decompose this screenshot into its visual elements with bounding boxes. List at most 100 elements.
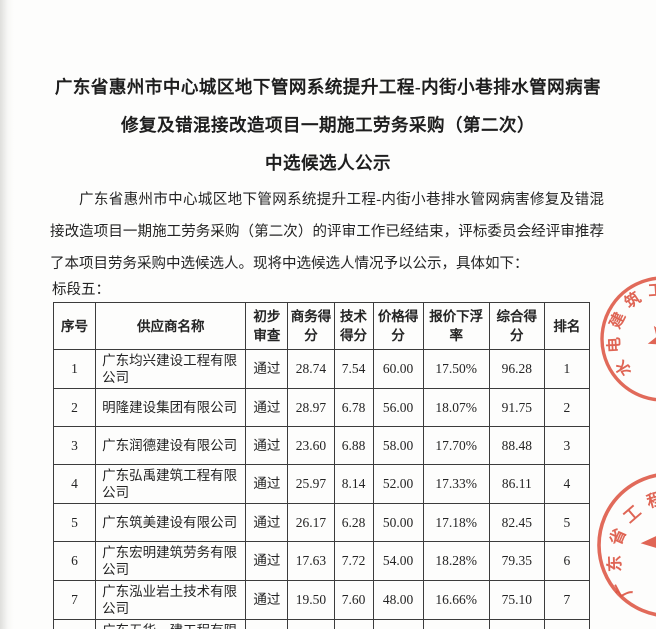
- table-row: 4 广东弘禹建筑工程有限公司 通过 25.97 8.14 52.00 17.33…: [52, 464, 591, 504]
- cell-review: 通过: [245, 426, 289, 465]
- cell-technical-score: 6.28: [333, 503, 374, 542]
- cell-rank: 4: [543, 464, 591, 504]
- cell-seq: 5: [52, 503, 97, 542]
- cell-supplier: 广东泓业岩土技术有限公司: [95, 580, 247, 620]
- cell-supplier: 明隆建设集团有限公司: [95, 388, 247, 427]
- cell-discount-rate: 17.70%: [422, 426, 490, 465]
- cell-comprehensive-score: 88.48: [488, 426, 545, 465]
- cell-review: 通过: [245, 388, 289, 427]
- cell-price-score: 60.00: [372, 349, 424, 389]
- cell-business-score: 19.50: [287, 580, 335, 620]
- cell-business-score: 25.97: [287, 464, 335, 504]
- header-technical-score: 技术得分: [333, 302, 374, 350]
- table-row: 6 广东宏明建筑劳务有限公司 通过 17.63 7.72 54.00 18.28…: [52, 541, 591, 581]
- cell-review: 通过: [245, 464, 289, 504]
- document-title: 广东省惠州市中心城区地下管网系统提升工程-内街小巷排水管网病害 修复及错混接改造…: [0, 0, 656, 182]
- header-comprehensive-score: 综合得分: [488, 302, 545, 350]
- table-row: 7 广东泓业岩土技术有限公司 通过 19.50 7.60 48.00 16.66…: [52, 580, 591, 620]
- cell-discount-rate: 18.28%: [422, 541, 490, 581]
- cell-price-score: 48.00: [372, 580, 424, 620]
- cell-rank: 5: [543, 503, 591, 542]
- cell-discount-rate: 18.07%: [422, 388, 490, 427]
- seal-bottom-arc-text: 广东省工程项: [585, 474, 656, 602]
- header-discount-rate: 报价下浮率: [422, 302, 490, 350]
- cell-technical-score: 6.78: [333, 388, 374, 427]
- cell-price-score: 58.00: [372, 426, 424, 465]
- cell-rank: 8: [543, 619, 591, 629]
- cell-technical-score: 7.72: [333, 541, 374, 581]
- cell-rank: 3: [543, 426, 591, 465]
- cell-price-score: 56.00: [372, 388, 424, 427]
- table-row: 1 广东均兴建设工程有限公司 通过 28.74 7.54 60.00 17.50…: [52, 349, 591, 389]
- cell-comprehensive-score: 96.28: [488, 349, 545, 389]
- title-line-2: 修复及错混接改造项目一期施工劳务采购（第二次）: [121, 115, 535, 135]
- cell-seq: 1: [52, 349, 97, 389]
- header-seq: 序号: [52, 302, 97, 350]
- cell-discount-rate: 17.33%: [422, 464, 490, 504]
- cell-technical-score: 6.88: [333, 426, 374, 465]
- cell-technical-score: 7.60: [333, 580, 374, 620]
- cell-comprehensive-score: 91.75: [488, 388, 545, 427]
- cell-technical-score: 7.54: [333, 349, 374, 389]
- cell-rank: 2: [543, 388, 591, 427]
- cell-business-score: 28.74: [287, 349, 335, 389]
- cell-price-score: 50.00: [372, 503, 424, 542]
- cell-supplier: 广东筑美建设有限公司: [95, 503, 247, 542]
- cell-business-score: 15.00: [287, 619, 335, 629]
- cell-business-score: 28.97: [287, 388, 335, 427]
- cell-rank: 1: [543, 349, 591, 389]
- cell-discount-rate: 16.66%: [422, 580, 490, 620]
- cell-review: 通过: [245, 349, 289, 389]
- cell-comprehensive-score: 82.45: [488, 503, 545, 542]
- header-review: 初步审查: [245, 302, 289, 350]
- cell-rank: 7: [543, 580, 591, 620]
- section-label: 标段五：: [52, 282, 110, 298]
- cell-comprehensive-score: 86.11: [488, 464, 545, 504]
- table-row: 5 广东筑美建设有限公司 通过 26.17 6.28 50.00 17.18% …: [52, 503, 591, 542]
- header-rank: 排名: [543, 302, 591, 350]
- cell-review: 通过: [245, 541, 289, 581]
- cell-review: 通过: [245, 503, 289, 542]
- cell-price-score: 52.00: [372, 464, 424, 504]
- cell-discount-rate: 16.36%: [422, 619, 490, 629]
- cell-review: 通过: [245, 619, 289, 629]
- cell-supplier: 广东均兴建设工程有限公司: [95, 349, 247, 389]
- table-row: 3 广东润德建设有限公司 通过 23.60 6.88 58.00 17.70% …: [52, 426, 591, 465]
- cell-seq: 7: [52, 580, 97, 620]
- title-line-1: 广东省惠州市中心城区地下管网系统提升工程-内街小巷排水管网病害: [54, 77, 602, 97]
- table-row: 8 广东五华一建工程有限公司 通过 15.00 6.92 46.00 16.36…: [52, 619, 591, 629]
- cell-price-score: 46.00: [372, 619, 424, 629]
- cell-comprehensive-score: 67.92: [488, 619, 545, 629]
- table-header-row: 序号 供应商名称 初步审查 商务得分 技术得分 价格得分 报价下浮率 综合得分 …: [52, 302, 591, 350]
- cell-seq: 2: [52, 388, 97, 427]
- intro-paragraph: 广东省惠州市中心城区地下管网系统提升工程-内街小巷排水管网病害修复及错混接改造项…: [50, 192, 604, 272]
- header-supplier: 供应商名称: [95, 302, 247, 350]
- cell-technical-score: 8.14: [333, 464, 374, 504]
- cell-technical-score: 6.92: [333, 619, 374, 629]
- cell-seq: 3: [52, 426, 97, 465]
- cell-comprehensive-score: 79.35: [488, 541, 545, 581]
- cell-seq: 8: [52, 619, 97, 629]
- cell-rank: 6: [543, 541, 591, 581]
- official-seal-bottom-icon: 广东省工程项: [585, 472, 656, 618]
- seal-bottom-star-icon: [640, 518, 656, 566]
- bid-results-table: 序号 供应商名称 初步审查 商务得分 技术得分 价格得分 报价下浮率 综合得分 …: [52, 302, 591, 629]
- header-business-score: 商务得分: [287, 302, 335, 350]
- cell-seq: 4: [52, 464, 97, 504]
- cell-business-score: 17.63: [287, 541, 335, 581]
- cell-supplier: 广东宏明建筑劳务有限公司: [95, 541, 247, 581]
- seal-top-star-icon: [647, 325, 656, 355]
- cell-seq: 6: [52, 541, 97, 581]
- cell-supplier: 广东五华一建工程有限公司: [95, 619, 247, 629]
- table-row: 2 明隆建设集团有限公司 通过 28.97 6.78 56.00 18.07% …: [52, 388, 591, 427]
- cell-price-score: 54.00: [372, 541, 424, 581]
- header-price-score: 价格得分: [372, 302, 424, 350]
- title-line-3: 中选候选人公示: [265, 153, 391, 173]
- cell-business-score: 23.60: [287, 426, 335, 465]
- cell-discount-rate: 17.18%: [422, 503, 490, 542]
- cell-supplier: 广东弘禹建筑工程有限公司: [95, 464, 247, 504]
- cell-business-score: 26.17: [287, 503, 335, 542]
- cell-discount-rate: 17.50%: [422, 349, 490, 389]
- cell-review: 通过: [245, 580, 289, 620]
